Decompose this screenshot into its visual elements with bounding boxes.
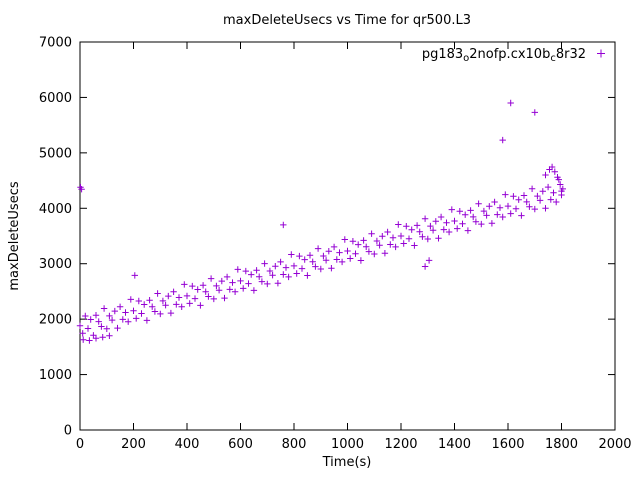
y-tick-label: 7000 — [39, 36, 72, 51]
x-tick-label: 400 — [175, 437, 200, 452]
x-tick-label: 600 — [228, 437, 253, 452]
y-tick-label: 6000 — [39, 91, 72, 106]
y-tick-label: 3000 — [39, 257, 72, 272]
legend-marker — [597, 49, 605, 58]
x-tick-label: 200 — [121, 437, 146, 452]
legend-series-label: pg183o2nofp.cx10bc8r32 — [422, 47, 586, 64]
chart-title: maxDeleteUsecs vs Time for qr500.L3 — [223, 13, 471, 28]
y-tick-label: 5000 — [39, 146, 72, 161]
x-tick-label: 1400 — [438, 437, 471, 452]
tick-labels: 0 200 400 600 800 1000 1200 1400 1600 1800 2000 0 10… — [39, 36, 632, 453]
x-tick-label: 1800 — [545, 437, 578, 452]
x-tick-label: 800 — [282, 437, 307, 452]
x-tick-label: 1600 — [491, 437, 524, 452]
data-points-layer — [76, 99, 566, 344]
y-tick-label: 1000 — [39, 368, 72, 383]
y-axis-label: maxDeleteUsecs — [7, 181, 22, 290]
x-tick-label: 2000 — [598, 437, 631, 452]
y-tick-label: 4000 — [39, 202, 72, 217]
tick-marks — [79, 41, 616, 431]
legend-point-marker — [597, 49, 605, 58]
data-points — [76, 99, 566, 344]
x-tick-label: 1000 — [331, 437, 364, 452]
plot-border — [79, 41, 616, 431]
axes — [79, 41, 616, 431]
y-tick-label: 2000 — [39, 313, 72, 328]
x-tick-label: 0 — [76, 437, 84, 452]
y-tick-label: 0 — [64, 424, 72, 439]
x-axis-label: Time(s) — [322, 455, 372, 470]
x-tick-label: 1200 — [384, 437, 417, 452]
